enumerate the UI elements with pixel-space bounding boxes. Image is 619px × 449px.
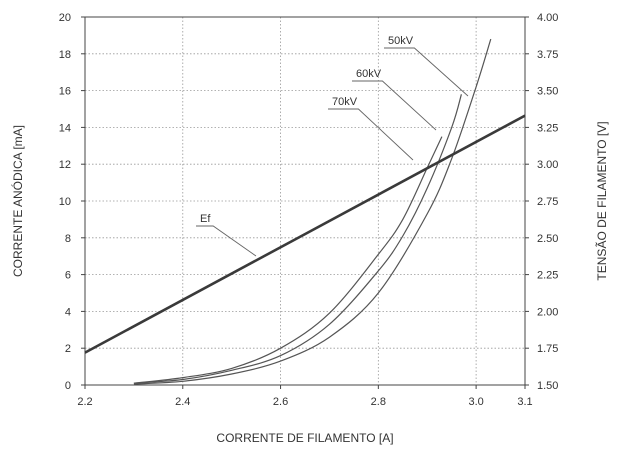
left-y-tick-label: 16 xyxy=(59,86,71,98)
left-y-tick-label: 2 xyxy=(65,343,71,355)
left-y-tick-label: 18 xyxy=(59,49,71,61)
right-y-tick-label: 2.00 xyxy=(537,306,558,318)
left-y-tick-label: 0 xyxy=(65,380,71,392)
series-line-70kv xyxy=(133,136,443,384)
left-y-axis-title: CORRENTE ANÓDICA [mA] xyxy=(10,125,25,277)
leader-line-70kv xyxy=(328,108,414,161)
right-y-tick-label: 2.50 xyxy=(537,233,558,245)
left-y-tick-label: 20 xyxy=(59,12,71,24)
left-y-tick-label: 4 xyxy=(65,306,71,318)
x-tick-label: 2.8 xyxy=(371,396,386,408)
x-axis-title: CORRENTE DE FILAMENTO [A] xyxy=(216,431,393,445)
x-tick-label: 3.1 xyxy=(517,396,532,408)
x-tick-label: 2.4 xyxy=(175,396,190,408)
grid-lines xyxy=(85,17,525,385)
series-line-60kv xyxy=(133,94,462,384)
right-y-tick-label: 3.75 xyxy=(537,49,558,61)
right-y-tick-label: 3.50 xyxy=(537,86,558,98)
left-y-tick-label: 14 xyxy=(59,122,71,134)
x-tick-label: 2.6 xyxy=(273,396,288,408)
left-y-tick-label: 8 xyxy=(65,233,71,245)
right-y-tick-label: 3.25 xyxy=(537,122,558,134)
series-label-50kv: 50kV xyxy=(388,35,414,47)
right-y-tick-label: 2.75 xyxy=(537,196,558,208)
right-y-tick-label: 1.50 xyxy=(537,380,558,392)
leader-line-50kv xyxy=(384,47,469,97)
series-label-ef: Ef xyxy=(200,213,211,225)
right-y-tick-label: 4.00 xyxy=(537,12,558,24)
right-y-tick-label: 1.75 xyxy=(537,343,558,355)
left-y-tick-label: 6 xyxy=(65,270,71,282)
series-labels: 70kV 60kV 50kV Ef xyxy=(196,35,469,257)
series-label-70kv: 70kV xyxy=(332,96,358,108)
leader-line-60kv xyxy=(352,80,437,131)
right-y-tick-label: 3.00 xyxy=(537,159,558,171)
leader-line-ef xyxy=(196,225,257,257)
x-tick-label: 2.2 xyxy=(77,396,92,408)
left-y-tick-label: 12 xyxy=(59,159,71,171)
left-y-tick-label: 10 xyxy=(59,196,71,208)
series-line-50kv xyxy=(133,38,492,385)
series-lines xyxy=(84,38,526,385)
x-axis-ticks: 2.2 2.4 2.6 2.8 3.0 3.1 xyxy=(77,385,533,408)
x-tick-label: 3.0 xyxy=(468,396,483,408)
series-label-60kv: 60kV xyxy=(356,68,382,80)
series-line-ef xyxy=(84,114,526,354)
right-y-axis-ticks: 1.50 1.75 2.00 2.25 2.50 2.75 3.00 3.25 3.50 3.75… xyxy=(525,12,558,392)
left-y-axis-ticks: 0 2 4 6 8 10 12 14 16 18 20 xyxy=(59,12,85,392)
plot-frame xyxy=(84,16,526,386)
right-y-axis-title: TENSÃO DE FILAMENTO [V] xyxy=(595,121,609,280)
right-y-tick-label: 2.25 xyxy=(537,270,558,282)
